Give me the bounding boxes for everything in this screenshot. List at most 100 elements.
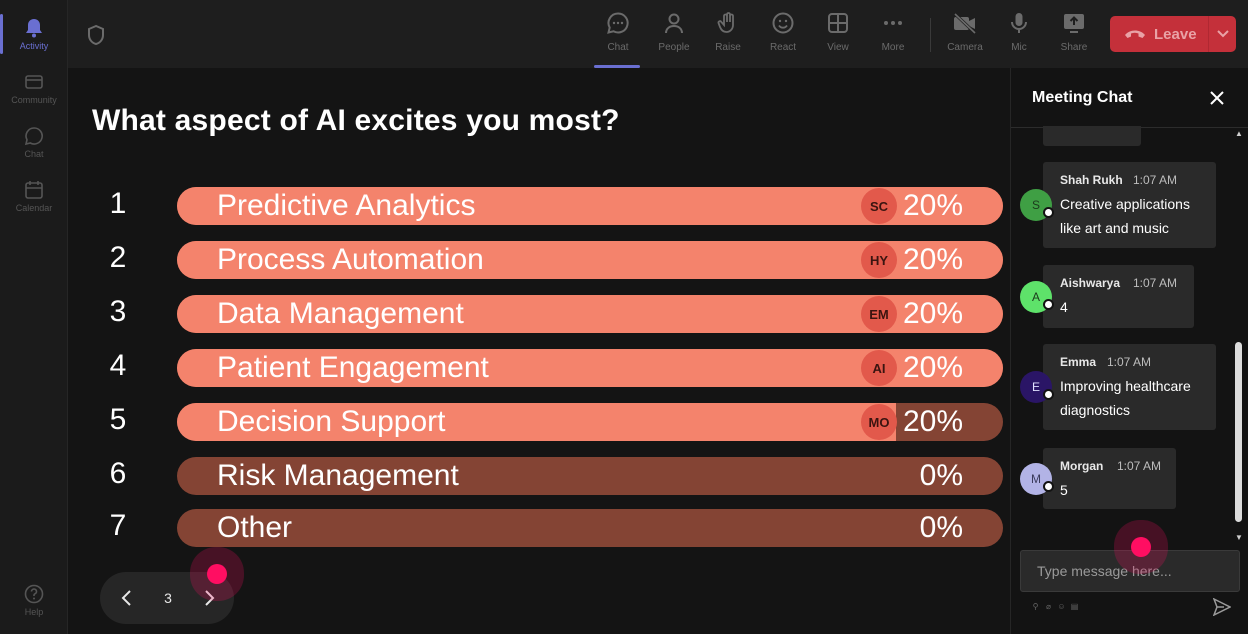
scroll-down-arrow-icon[interactable]: ▼ [1235,533,1243,542]
mic-button[interactable]: Mic [993,10,1045,62]
poll-option-row[interactable]: 2 Process Automation HY 20% [68,239,1010,279]
chat-message: M Morgan 1:07 AM 5 [1020,448,1176,509]
people-icon [661,10,687,36]
format-icon[interactable]: ⚲ [1032,602,1039,611]
avatar-initial: E [1031,380,1040,394]
avatar[interactable]: M [1020,462,1054,495]
scroll-up-arrow-icon[interactable]: ▲ [1235,129,1243,138]
rail-item-calendar[interactable]: Calendar [2,170,66,222]
poll-option-percent: 20% [902,243,963,276]
rail-item-help[interactable]: Help [2,574,66,626]
chat-button[interactable]: Chat [592,10,644,68]
close-chat-button[interactable] [1209,90,1225,106]
poll-stage: What aspect of AI excites you most? 1 Pre… [68,68,1010,634]
poll-option-fill [177,403,896,441]
poll-option-row[interactable]: 5 Decision Support MO 20% [68,401,1010,441]
share-button[interactable]: Share [1048,10,1100,62]
chat-scrollbar[interactable]: ▲ ▼ [1233,130,1245,542]
mic-icon [1006,10,1032,36]
scrollbar-thumb[interactable] [1235,342,1242,522]
chevron-right-icon [205,590,215,606]
avatar-initial: S [1031,198,1040,212]
hand-icon [715,10,741,36]
poll-option-number: 3 [109,295,127,328]
chevron-down-icon[interactable] [1208,16,1236,52]
emoji-icon[interactable]: ☺ [1057,602,1066,611]
more-button[interactable]: More [867,10,919,62]
chat-message: A Aishwarya 1:07 AM 4 [1020,265,1194,328]
react-button[interactable]: React [757,10,809,62]
leave-button[interactable]: Leave [1110,16,1236,52]
message-line: 5 [1060,482,1068,498]
chat-button-label: Chat [607,42,629,53]
meeting-chat-panel: Meeting Chat S Shah Rukh 1:07 AM Creative a… [1010,68,1248,634]
rail-item-label: Community [11,95,57,105]
status-dot [1043,389,1054,400]
poll-option-label: Data Management [217,297,464,330]
more-button-label: More [881,42,905,53]
poll-option-label: Patient Engagement [217,351,489,384]
poll-option-bar: Data Management EM 20% [177,295,1003,333]
chevron-left-icon [121,590,131,606]
poll-option-bar: Decision Support MO 20% [177,403,1003,441]
chat-message-input[interactable] [1020,550,1240,592]
avatar[interactable]: S [1020,189,1054,221]
mic-button-label: Mic [1011,42,1027,53]
rail-item-label: Chat [24,149,44,159]
poll-option-percent: 0% [919,511,963,544]
more-icon [880,10,906,36]
message-line: Creative applications [1060,196,1190,212]
previous-page-button[interactable] [116,588,136,608]
voter-avatar: HY [861,242,897,278]
left-rail: Activity Community Chat Calendar Help [0,0,68,634]
poll-option-bar: Other 0% [177,509,1003,547]
message-time: 1:07 AM [1117,459,1162,473]
gif-icon[interactable]: ▤ [1070,602,1079,611]
poll-option-percent: 20% [902,351,963,384]
pointer-highlight [207,564,227,584]
message-text: Improving healthcare diagnostics [1060,374,1191,422]
attach-icon[interactable]: ⌀ [1046,602,1051,611]
bell-icon [23,17,45,39]
send-button[interactable] [1212,597,1232,617]
poll-option-bar: Predictive Analytics SC 20% [177,187,1003,225]
poll-option-row[interactable]: 1 Predictive Analytics SC 20% [68,185,1010,225]
chat-message: S Shah Rukh 1:07 AM Creative applications li… [1020,162,1216,248]
poll-option-row[interactable]: 6 Risk Management 0% [68,455,1010,495]
poll-option-row[interactable]: 3 Data Management EM 20% [68,293,1010,333]
rail-item-activity[interactable]: Activity [0,8,66,60]
sender-name: Aishwarya [1060,276,1121,290]
chat-icon [605,10,631,36]
rail-item-chat[interactable]: Chat [2,116,66,168]
message-line: 4 [1060,299,1068,315]
avatar[interactable]: E [1020,371,1054,403]
share-button-label: Share [1060,42,1088,53]
poll-option-label: Decision Support [217,405,446,438]
camera-button[interactable]: Camera [939,10,991,62]
poll-option-label: Other [217,511,293,544]
message-line: diagnostics [1060,402,1131,418]
phone-hangup-icon [1124,27,1146,41]
next-page-button[interactable] [200,588,220,608]
meeting-toolbar: Chat People Raise React View More [68,0,1248,68]
message-time: 1:07 AM [1133,276,1178,290]
send-icon [1212,597,1232,617]
raise-hand-button[interactable]: Raise [702,10,754,62]
voter-avatar: SC [861,188,897,224]
voter-avatar: AI [861,350,897,386]
people-button[interactable]: People [648,10,700,62]
share-screen-icon [1061,10,1087,36]
view-button[interactable]: View [812,10,864,62]
poll-option-number: 6 [109,457,127,490]
message-time: 1:07 AM [1133,173,1178,187]
smiley-icon [770,10,796,36]
status-dot [1043,207,1054,218]
avatar[interactable]: A [1020,280,1054,313]
sender-name: Shah Rukh [1060,173,1123,187]
poll-option-percent: 20% [902,297,963,330]
poll-option-number: 7 [109,509,127,542]
message-time: 1:07 AM [1107,355,1152,369]
rail-item-community[interactable]: Community [2,62,66,114]
poll-option-row[interactable]: 7 Other 0% [68,507,1010,547]
poll-option-row[interactable]: 4 Patient Engagement AI 20% [68,347,1010,387]
